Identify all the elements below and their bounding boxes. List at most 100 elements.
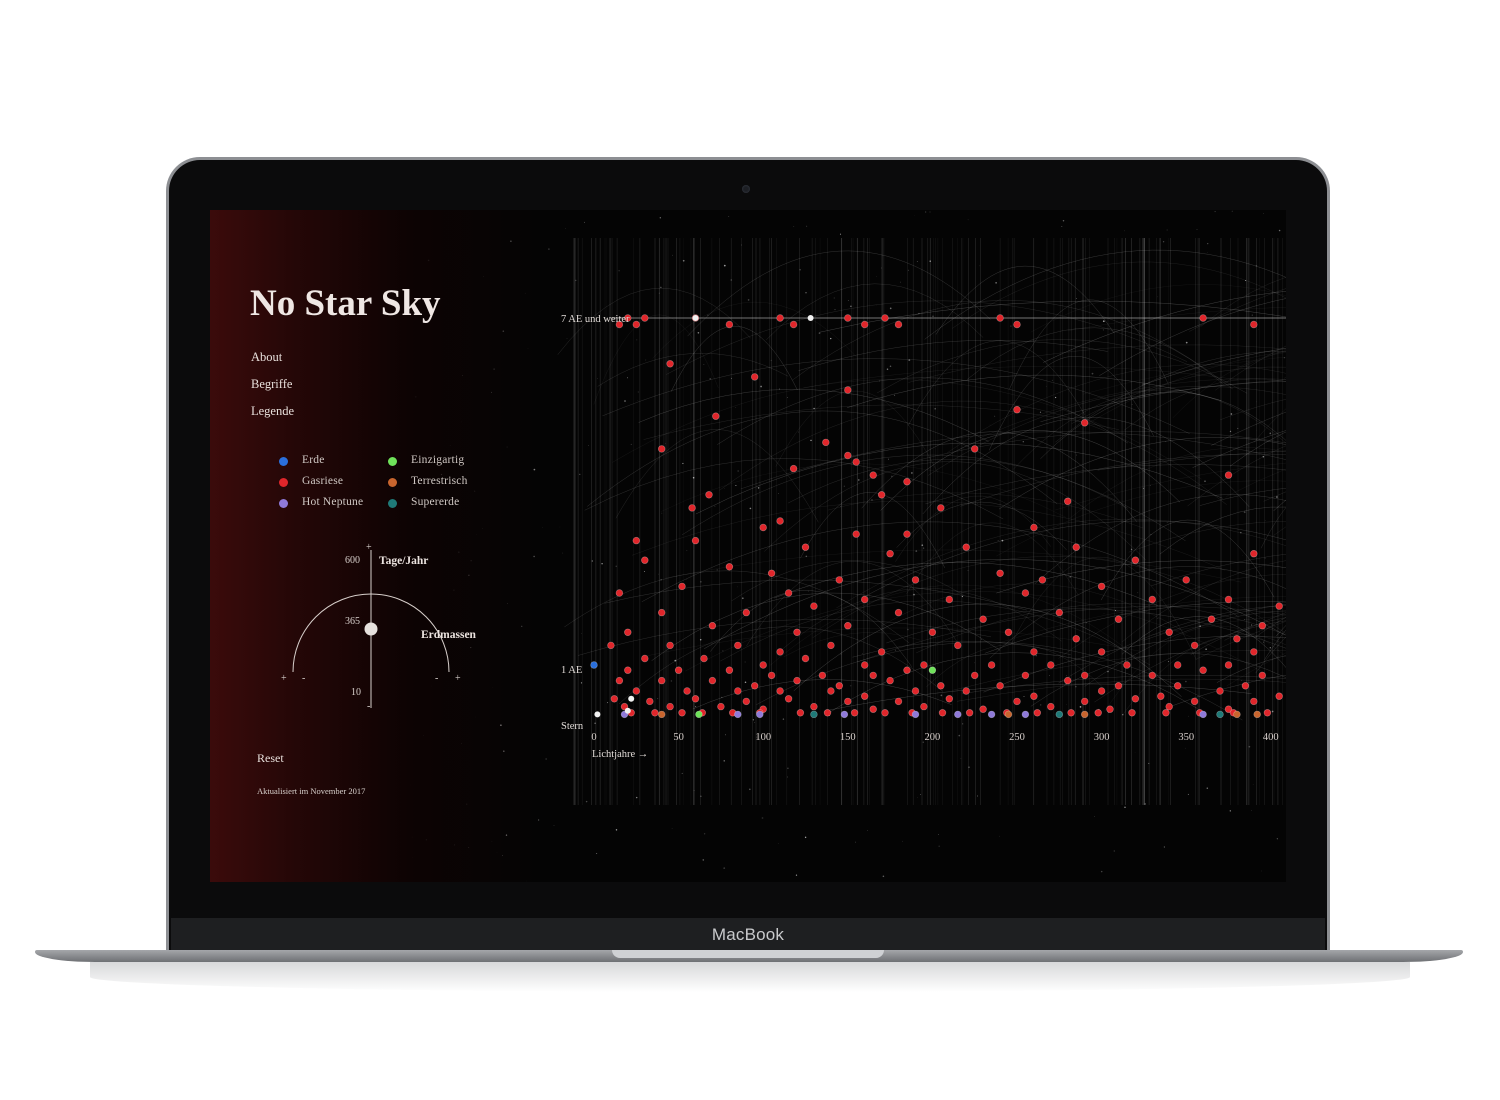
star-dot: [778, 388, 781, 390]
planet-point-gasriese: [658, 608, 666, 617]
planet-point-gasriese: [742, 697, 750, 706]
star-dot: [585, 800, 588, 803]
planet-point-gasriese: [1224, 595, 1233, 604]
x-axis-label: Lichtjahre →: [592, 749, 648, 760]
orbit-arc: [998, 437, 1286, 510]
orbit-arc: [857, 605, 1286, 663]
star-dot: [850, 685, 852, 687]
exoplanet-chart[interactable]: Stern 1 AE 7 AE und weiter 0 50 100 150 200 250 3…: [210, 210, 1286, 882]
orbit-arc: [774, 562, 1158, 606]
orbit-arc: [638, 389, 989, 442]
dial-plus-left[interactable]: +: [281, 673, 287, 684]
star-dot: [635, 796, 638, 799]
star-dot: [922, 547, 925, 549]
planet-point-gasriese: [844, 386, 852, 394]
planet-point-gasriese: [700, 654, 708, 663]
planet-point-gasriese: [1106, 705, 1114, 713]
planet-point-gasriese: [1063, 497, 1072, 505]
orbit-arc: [989, 596, 1286, 646]
filter-dial[interactable]: + 600 Tage/Jahr 365 Erdmassen + - - + 10…: [278, 542, 488, 717]
orbit-arc: [935, 266, 1115, 335]
camera-icon: [742, 185, 750, 193]
star-dot: [1251, 810, 1253, 811]
star-dot: [858, 479, 860, 481]
planet-point-gasriese: [1207, 615, 1216, 623]
orbit-arc: [996, 480, 1286, 557]
orbit-arc: [666, 300, 1188, 375]
star-dot: [1231, 210, 1233, 212]
planet-points: [590, 314, 1283, 719]
planet-point-gasriese: [1263, 709, 1272, 717]
star-dot: [692, 476, 695, 479]
star-dot: [627, 377, 629, 379]
dial-plus-top[interactable]: +: [366, 542, 372, 553]
planet-point-gasriese: [1013, 320, 1021, 329]
dial-minus-right[interactable]: -: [435, 673, 439, 684]
star-dot: [967, 570, 969, 571]
star-dot: [566, 338, 568, 339]
star-dot: [723, 867, 726, 869]
star-dot: [1144, 803, 1146, 805]
planet-point-gasriese: [776, 648, 784, 656]
planet-point-gasriese: [1250, 320, 1258, 329]
star-dot: [1232, 717, 1233, 719]
star-dot: [548, 248, 550, 250]
star-dot: [744, 661, 746, 663]
dial-minus-bottom[interactable]: -: [367, 701, 371, 712]
dial-mass-label: Erdmassen: [421, 629, 476, 641]
planet-point-gasriese: [632, 687, 640, 695]
planet-point-gasriese: [1250, 648, 1258, 656]
planet-point-gasriese: [742, 608, 750, 617]
x-tick-label: 150: [840, 732, 856, 743]
star-dot: [1243, 511, 1246, 514]
orbit-arc: [793, 603, 1182, 697]
star-dot: [1060, 301, 1061, 303]
planet-point-hot-neptune: [911, 710, 920, 719]
planet-point-gasriese: [869, 671, 877, 680]
planet-point-gasriese: [674, 666, 683, 674]
star-dot: [937, 834, 939, 835]
nav-about[interactable]: About: [251, 350, 283, 364]
planet-point-gasriese: [1021, 671, 1030, 680]
planet-point-gasriese: [1131, 695, 1140, 703]
star-dot: [799, 269, 801, 271]
planet-point-gasriese: [1165, 702, 1173, 711]
y-level-label: 1 AE: [561, 665, 582, 676]
star-dot: [1256, 401, 1257, 403]
star-dot: [886, 368, 889, 371]
star-dot: [968, 766, 970, 769]
planet-point-gasriese: [1162, 709, 1170, 717]
star-dot: [737, 586, 738, 588]
planet-point-gasriese: [1072, 635, 1080, 643]
orbit-arc: [643, 404, 1119, 440]
planet-point-terrestrisch: [658, 710, 666, 719]
dial-plus-right[interactable]: +: [455, 673, 461, 684]
star-dot: [1269, 647, 1271, 649]
planet-point-gasriese: [1030, 523, 1038, 532]
orbit-arc: [981, 378, 1286, 438]
orbit-arc: [1192, 430, 1286, 468]
planet-point-gasriese: [970, 445, 979, 453]
dial-minus-left[interactable]: -: [302, 673, 306, 684]
nav-legende[interactable]: Legende: [251, 404, 295, 418]
planet-point-gasriese: [894, 608, 903, 617]
star-dot: [917, 796, 918, 798]
nav-begriffe[interactable]: Begriffe: [251, 377, 293, 391]
reset-button[interactable]: Reset: [257, 751, 284, 765]
legend-dot-gasriese: [279, 478, 288, 487]
planet-point-gasriese: [979, 705, 987, 713]
planet-point-gasriese: [945, 695, 953, 703]
planet-point-gasriese: [860, 595, 869, 604]
star-dot: [891, 475, 893, 478]
orbit-arc: [651, 592, 1001, 661]
star-dot: [1124, 806, 1126, 809]
orbit-arc: [876, 339, 1248, 394]
orbit-arc: [577, 619, 992, 656]
star-dot: [545, 758, 547, 760]
orbit-arc: [681, 454, 1186, 542]
star-dot: [907, 269, 909, 271]
legend-label-terrestrisch: Terrestrisch: [411, 475, 468, 487]
x-tick-label: 200: [925, 732, 941, 743]
orbit-arc: [710, 590, 912, 667]
orbit-arc: [827, 652, 1198, 714]
